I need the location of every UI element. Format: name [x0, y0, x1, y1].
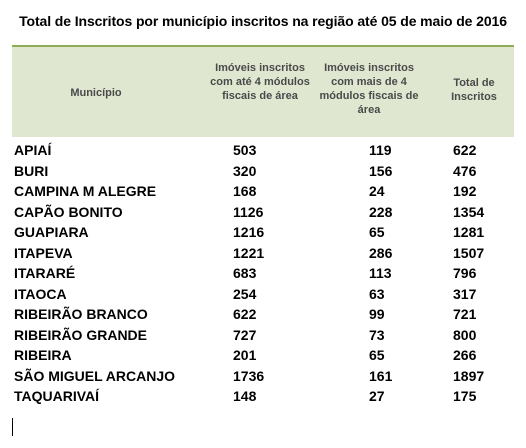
cell-mais-4-modulos: 113 — [369, 265, 392, 281]
cell-total: 476 — [453, 162, 477, 179]
cell-mais-4-modulos: 73 — [369, 326, 385, 343]
cell-ate-4-modulos: 1221 — [233, 244, 265, 261]
cell-ate-4-modulos: 1736 — [233, 367, 265, 384]
cell-mais-4-modulos: 286 — [369, 244, 393, 261]
table-row: ITAOCA 254 63 317 — [12, 284, 514, 305]
cell-municipio: SÃO MIGUEL ARCANJO — [14, 367, 176, 384]
cell-total: 1354 — [453, 203, 485, 220]
cell-total: 800 — [453, 326, 477, 343]
cell-municipio: ITAPEVA — [14, 244, 73, 261]
cell-ate-4-modulos: 148 — [233, 388, 257, 404]
table-body: APIAÍ 503 119 622 BURI 320 156 476 CAMPINA M ALE… — [12, 140, 514, 407]
cell-ate-4-modulos: 622 — [233, 306, 257, 322]
cell-total: 175 — [453, 388, 477, 404]
cell-ate-4-modulos: 201 — [233, 347, 257, 363]
cell-mais-4-modulos: 228 — [369, 203, 393, 220]
cell-mais-4-modulos: 161 — [369, 367, 393, 384]
cell-municipio: RIBEIRÃO BRANCO — [14, 306, 148, 322]
cell-municipio: RIBEIRA — [14, 347, 72, 363]
cell-total: 622 — [453, 142, 477, 158]
table-row: RIBEIRÃO BRANCO 622 99 721 — [12, 304, 514, 325]
table-row: RIBEIRÃO GRANDE 727 73 800 — [12, 325, 514, 346]
table-row: CAPÃO BONITO 1126 228 1354 — [12, 202, 514, 223]
cell-municipio: TAQUARIVAÍ — [14, 388, 100, 404]
cell-ate-4-modulos: 254 — [233, 285, 257, 302]
cell-municipio: GUAPIARA — [14, 224, 89, 240]
cell-mais-4-modulos: 99 — [369, 306, 385, 322]
cell-ate-4-modulos: 168 — [233, 183, 257, 199]
table-row: GUAPIARA 1216 65 1281 — [12, 222, 514, 243]
cell-municipio: CAPÃO BONITO — [14, 203, 123, 220]
cell-municipio: RIBEIRÃO GRANDE — [14, 326, 148, 343]
table-row: APIAÍ 503 119 622 — [12, 140, 514, 161]
cell-municipio: BURI — [14, 162, 49, 179]
cell-total: 1507 — [453, 244, 485, 261]
table-header: Município Imóveis inscritos com até 4 mó… — [12, 45, 514, 137]
cell-mais-4-modulos: 65 — [369, 224, 385, 240]
cell-ate-4-modulos: 1216 — [233, 224, 265, 240]
cell-total: 317 — [453, 285, 477, 302]
table-row: RIBEIRA 201 65 266 — [12, 345, 514, 366]
table-row: ITAPEVA 1221 286 1507 — [12, 243, 514, 264]
cell-municipio: ITARARÉ — [14, 265, 76, 281]
cell-municipio: CAMPINA M ALEGRE — [14, 183, 157, 199]
cell-mais-4-modulos: 24 — [369, 183, 385, 199]
table-row: BURI 320 156 476 — [12, 161, 514, 182]
table-row: SÃO MIGUEL ARCANJO 1736 161 1897 — [12, 366, 514, 387]
table-row: TAQUARIVAÍ 148 27 175 — [12, 386, 514, 407]
header-ate-4-modulos: Imóveis inscritos com até 4 módulos fisc… — [210, 62, 310, 102]
cell-total: 721 — [453, 306, 477, 322]
cell-total: 1281 — [453, 224, 485, 240]
table-row: CAMPINA M ALEGRE 168 24 192 — [12, 181, 514, 202]
cell-ate-4-modulos: 683 — [233, 265, 257, 281]
cell-ate-4-modulos: 503 — [233, 142, 257, 158]
cell-total: 796 — [453, 265, 477, 281]
cell-total: 266 — [453, 347, 477, 363]
cell-total: 192 — [453, 183, 477, 199]
cell-mais-4-modulos: 119 — [369, 142, 392, 158]
cell-ate-4-modulos: 320 — [233, 162, 257, 179]
cell-municipio: APIAÍ — [14, 142, 52, 158]
header-municipio: Município — [70, 87, 122, 99]
page-title: Total de Inscritos por município inscrit… — [19, 13, 507, 29]
cell-mais-4-modulos: 63 — [369, 285, 385, 302]
header-total-inscritos: Total de Inscritos — [451, 77, 497, 103]
cell-total: 1897 — [453, 367, 485, 384]
cell-mais-4-modulos: 156 — [369, 162, 393, 179]
cell-ate-4-modulos: 727 — [233, 326, 257, 343]
header-mais-4-modulos: Imóveis inscritos com mais de 4 módulos … — [319, 62, 419, 116]
table-row: ITARARÉ 683 113 796 — [12, 263, 514, 284]
cell-municipio: ITAOCA — [14, 285, 67, 302]
text-cursor — [12, 418, 13, 436]
cell-ate-4-modulos: 1126 — [233, 203, 264, 220]
cell-mais-4-modulos: 65 — [369, 347, 385, 363]
cell-mais-4-modulos: 27 — [369, 388, 385, 404]
